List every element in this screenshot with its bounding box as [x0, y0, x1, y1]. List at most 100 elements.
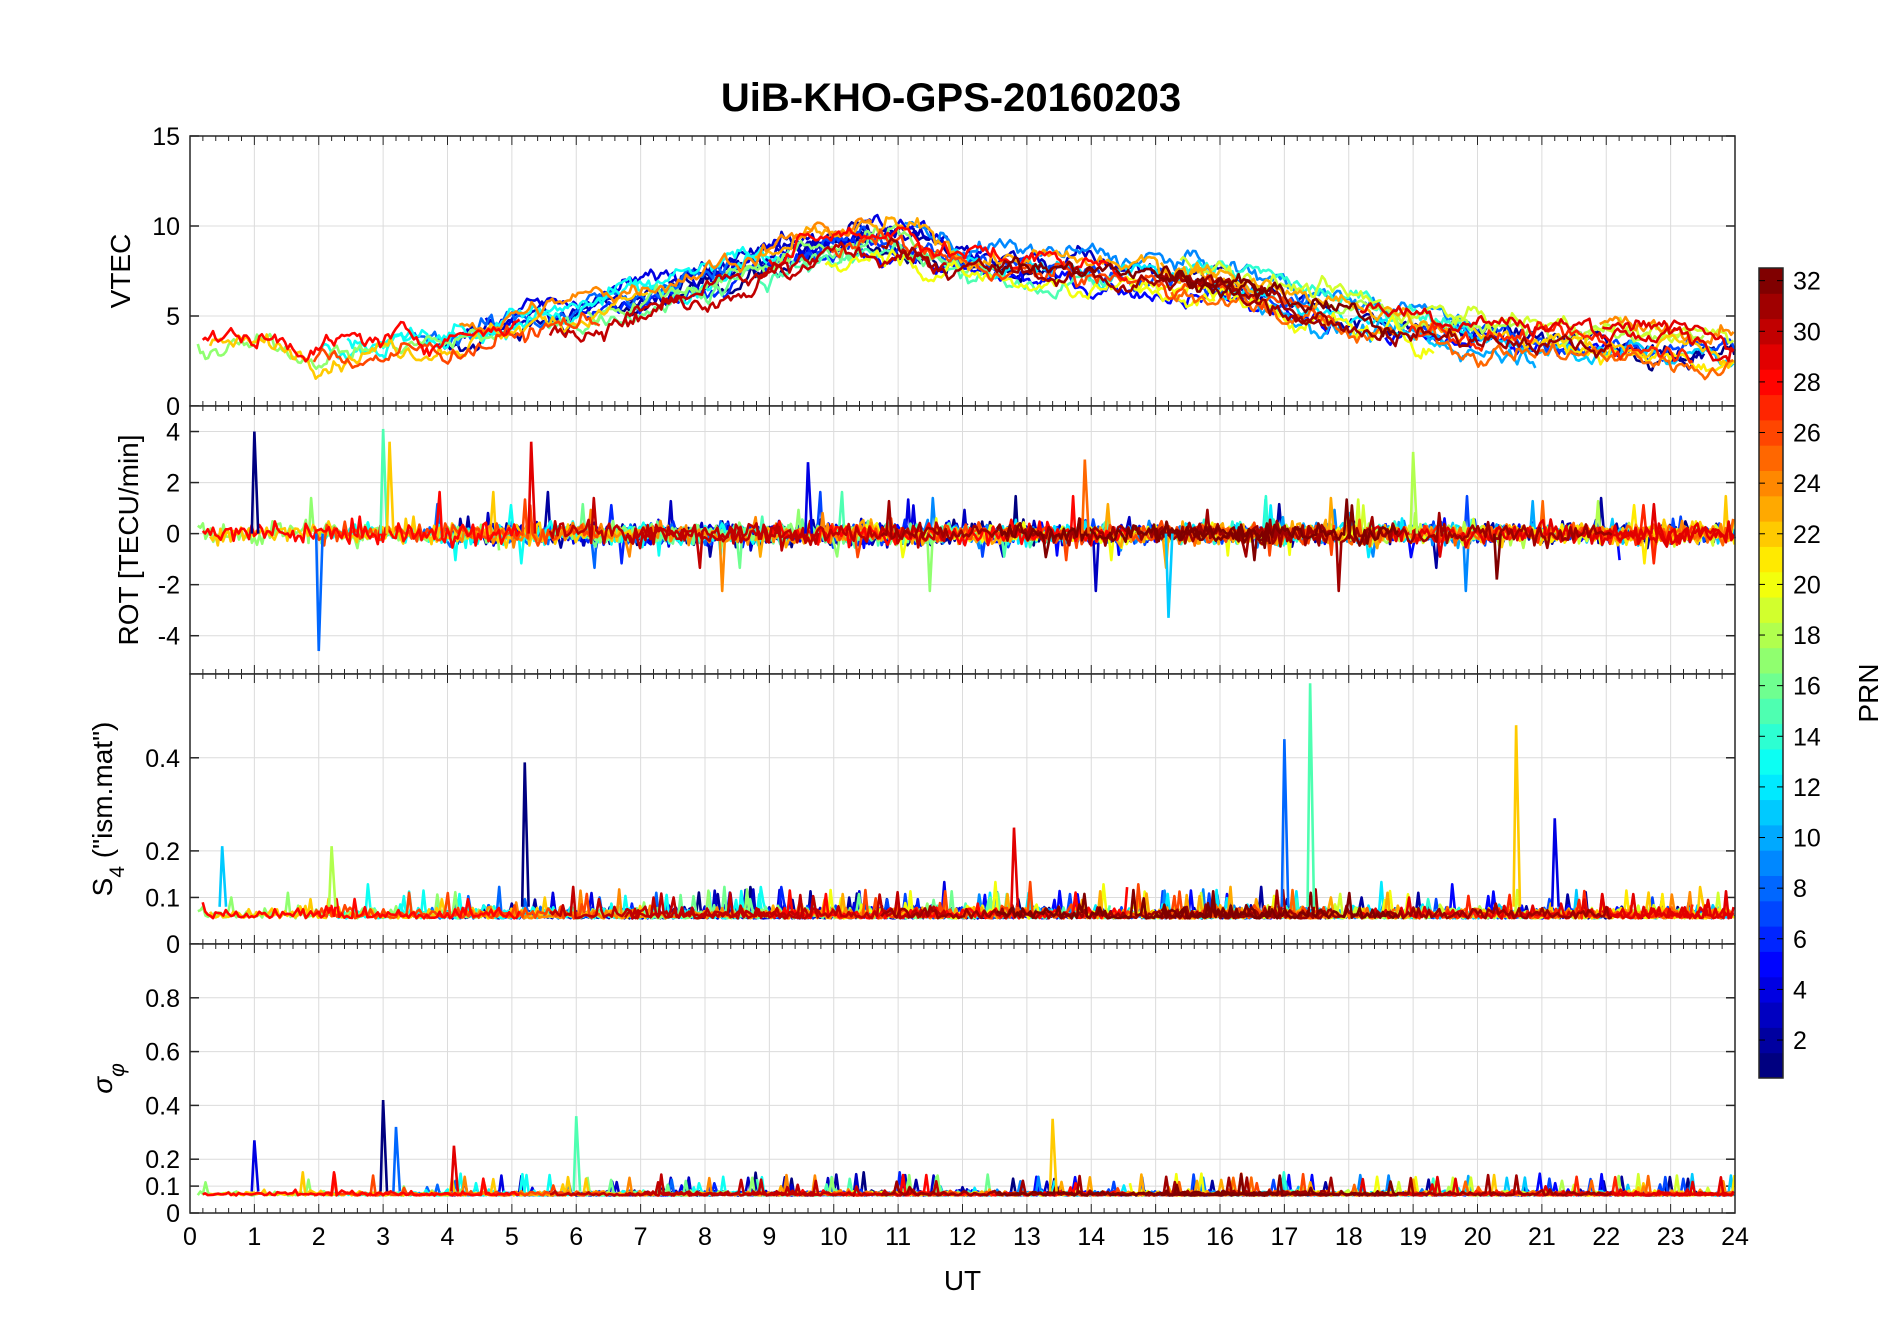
y-tick-label: 0 — [166, 521, 180, 549]
colorbar-tick-label: 22 — [1793, 521, 1821, 549]
y-axis-label: ROT [TECU/min] — [113, 434, 144, 645]
y-tick-label: 0.2 — [145, 838, 180, 866]
x-tick-label: 8 — [698, 1223, 712, 1251]
x-tick-label: 13 — [1013, 1223, 1041, 1251]
panel-vtec: 0 5 10 15 VTEC — [105, 123, 1737, 421]
prn-trace — [201, 318, 521, 363]
colorbar-tick-label: 32 — [1793, 268, 1821, 296]
y-tick-label: 0.4 — [145, 745, 180, 773]
y-tick-label: 5 — [166, 303, 180, 331]
spike-mark — [250, 431, 260, 534]
x-tick-label: 17 — [1270, 1223, 1298, 1251]
spike-mark — [385, 441, 395, 534]
x-tick-label: 1 — [247, 1223, 261, 1251]
prn-trace — [548, 496, 948, 552]
colorbar-label: PRN — [1853, 663, 1884, 722]
prn-trace — [1602, 319, 1735, 363]
colorbar-segment — [1759, 698, 1783, 725]
colorbar-tick-label: 12 — [1793, 774, 1821, 802]
spike-mark — [1080, 459, 1090, 534]
spike-mark — [572, 1116, 582, 1192]
panel-sigma_phi: 00.10.2 0.4 0.6 0.8 σφ — [87, 943, 1736, 1228]
x-tick-label: 21 — [1528, 1223, 1556, 1251]
y-axis-label: σφ — [87, 1063, 129, 1094]
prn-trace — [881, 237, 1328, 331]
spike-mark — [379, 428, 389, 534]
colorbar-tick-label: 2 — [1793, 1027, 1807, 1055]
colorbar-segment — [1759, 1002, 1783, 1028]
spike-mark — [1048, 1118, 1058, 1192]
prn-trace — [996, 1184, 1271, 1197]
y-tick-label: 15 — [152, 123, 180, 151]
colorbar-segment — [1759, 900, 1783, 927]
prn-trace — [202, 1171, 520, 1197]
colorbar-tick-label: 24 — [1793, 470, 1821, 498]
x-tick-label: 9 — [762, 1223, 776, 1251]
prn-trace — [1155, 1172, 1399, 1197]
y-tick-label: 2 — [166, 470, 180, 498]
y-tick-label: 0.1 — [145, 1173, 180, 1201]
y-axis-label: VTEC — [105, 234, 136, 309]
spike-mark — [1280, 739, 1290, 907]
x-tick-label: 20 — [1464, 1223, 1492, 1251]
prn-trace — [624, 1173, 820, 1197]
prn-trace — [768, 494, 1129, 549]
y-tick-label: -4 — [158, 623, 180, 651]
spike-mark — [1164, 533, 1174, 618]
spike-mark — [218, 846, 228, 907]
y-tick-label: 4 — [166, 419, 180, 447]
spike-mark — [1550, 818, 1560, 907]
x-tick-label: 0 — [183, 1223, 197, 1251]
colorbar-segment — [1759, 1052, 1783, 1079]
y-tick-label: 0 — [166, 393, 180, 421]
prn-trace — [459, 217, 873, 334]
x-tick-label: 15 — [1142, 1223, 1170, 1251]
spike-mark — [450, 1145, 460, 1192]
x-tick-label: 12 — [949, 1223, 977, 1251]
colorbar-segment — [1759, 495, 1783, 522]
prn-trace — [545, 249, 790, 335]
colorbar-tick-label: 28 — [1793, 369, 1821, 397]
colorbar-segment — [1759, 293, 1783, 320]
prn-trace — [201, 490, 521, 549]
x-tick-label: 5 — [505, 1223, 519, 1251]
prn-trace — [312, 311, 601, 370]
traces-rot — [197, 428, 1737, 652]
x-tick-label: 16 — [1206, 1223, 1234, 1251]
spike-mark — [379, 1099, 389, 1192]
panel-s4: 0 0.1 0.2 0.4 S4 ("ism.mat") — [87, 673, 1736, 959]
prn-trace — [1540, 338, 1736, 373]
y-tick-label: 0.8 — [145, 985, 180, 1013]
spike-mark — [1409, 451, 1419, 534]
traces-s4 — [197, 683, 1736, 920]
spike-mark — [1306, 683, 1316, 907]
prn-trace — [1359, 302, 1735, 353]
prn-trace — [1179, 255, 1382, 305]
x-tick-label: 2 — [312, 1223, 326, 1251]
prn-trace — [208, 291, 649, 381]
y-axis-label: S4 ("ism.mat") — [87, 722, 129, 897]
spike-mark — [1492, 533, 1502, 580]
x-axis-label: UT — [944, 1265, 981, 1296]
y-tick-label: 0 — [166, 931, 180, 959]
x-tick-label: 6 — [569, 1223, 583, 1251]
colorbar-segment — [1759, 343, 1783, 370]
x-tick-label: 19 — [1399, 1223, 1427, 1251]
x-tick-label: 3 — [376, 1223, 390, 1251]
colorbar-segment — [1759, 445, 1783, 471]
x-tick-label: 24 — [1721, 1223, 1749, 1251]
colorbar-tick-label: 8 — [1793, 875, 1807, 903]
colorbar-frame — [1758, 267, 1784, 1079]
colorbar-segment — [1759, 597, 1783, 623]
colorbar-tick-label: 26 — [1793, 420, 1821, 448]
y-tick-label: 0.6 — [145, 1039, 180, 1067]
prn-trace — [1408, 320, 1694, 364]
prn-trace — [1170, 288, 1396, 344]
colorbar-segment — [1759, 394, 1783, 421]
colorbar-tick-label: 4 — [1793, 976, 1807, 1004]
colorbar-tick-label: 16 — [1793, 673, 1821, 701]
y-tick-label: 0 — [166, 1200, 180, 1228]
colorbar-tick-label: 10 — [1793, 825, 1821, 853]
